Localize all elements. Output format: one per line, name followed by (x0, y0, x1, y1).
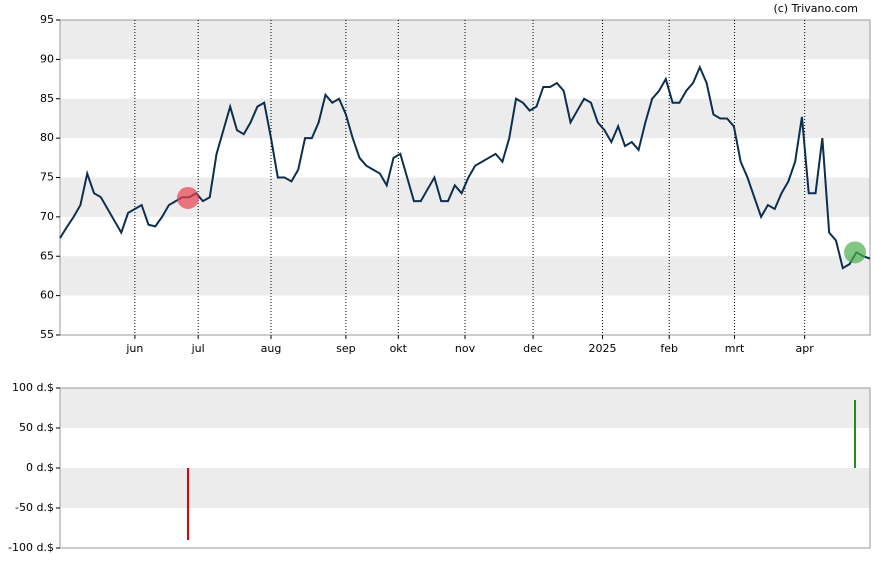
x-tick-label: 2025 (588, 342, 616, 355)
y-tick-label: 70 (40, 210, 54, 223)
y-tick-label: -100 d.$ (8, 541, 54, 554)
y-tick-label: 50 d.$ (19, 421, 54, 434)
x-tick-label: nov (455, 342, 476, 355)
y-tick-label: 60 (40, 289, 54, 302)
x-tick-label: okt (390, 342, 408, 355)
signal-marker (844, 241, 867, 264)
y-tick-label: -50 d.$ (15, 501, 54, 514)
y-tick-label: 65 (40, 249, 54, 262)
x-tick-label: feb (660, 342, 678, 355)
y-tick-label: 90 (40, 52, 54, 65)
y-tick-label: 85 (40, 92, 54, 105)
x-tick-label: mrt (725, 342, 745, 355)
y-tick-label: 0 d.$ (26, 461, 54, 474)
x-tick-label: apr (796, 342, 815, 355)
y-tick-label: 100 d.$ (12, 381, 54, 394)
y-tick-label: 55 (40, 328, 54, 341)
band (60, 388, 870, 428)
y-tick-label: 75 (40, 171, 54, 184)
x-tick-label: jun (125, 342, 143, 355)
x-tick-label: aug (261, 342, 282, 355)
band (60, 468, 870, 508)
x-tick-label: dec (523, 342, 543, 355)
x-tick-label: sep (336, 342, 355, 355)
signal-marker (176, 186, 199, 209)
credit: (c) Trivano.com (773, 2, 858, 15)
x-tick-label: jul (191, 342, 205, 355)
y-tick-label: 80 (40, 131, 54, 144)
y-tick-label: 95 (40, 13, 54, 26)
